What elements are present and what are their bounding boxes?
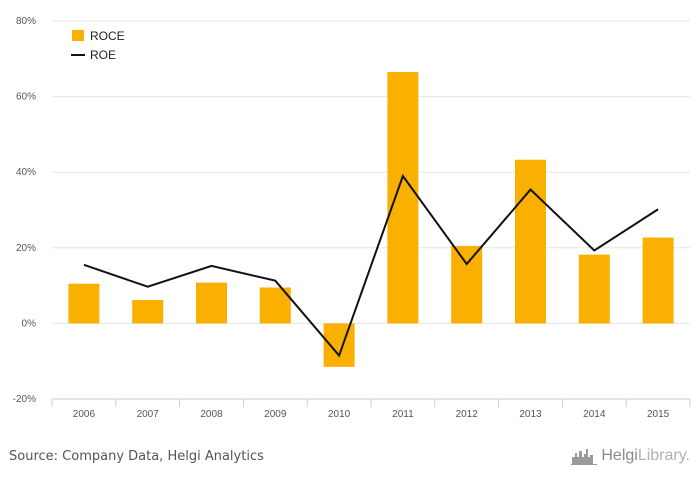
y-tick-label: 40% [16,167,36,178]
x-tick-label: 2012 [456,409,479,420]
y-tick-label: 0% [22,318,37,329]
city-skyline-icon [571,449,598,465]
roce-bar [515,159,546,324]
logo-text-bold: Helgi [601,447,638,464]
roce-bar [578,254,610,324]
x-tick-label: 2007 [137,409,160,420]
roe-series-line [83,173,659,358]
roce-bar [196,282,227,324]
roce-bar [387,72,419,324]
helgi-library-logo: HelgiLibrary. [571,447,690,465]
roce-bar [451,245,483,324]
y-tick-label: -20% [13,394,36,405]
legend-swatch-roce [72,30,84,41]
x-tick-label: 2010 [328,409,351,420]
legend-label-roce: ROCE [90,29,125,43]
x-tick-label: 2011 [392,409,414,420]
grid-lines [52,20,690,400]
roce-bar [642,237,674,324]
logo-text-light: Library. [637,447,690,464]
x-tick-label: 2013 [519,409,542,420]
x-tick-label: 2015 [647,409,670,420]
y-tick-label: 80% [16,16,36,27]
y-tick-label: 20% [16,243,36,254]
roce-bar [68,283,100,324]
y-tick-label: 60% [16,92,36,103]
roce-bars [68,72,674,367]
roce-bar [132,299,164,324]
x-tick-label: 2008 [200,409,223,420]
roce-bar [323,323,355,367]
x-tick-label: 2014 [583,409,606,420]
x-tick-label: 2006 [73,409,96,420]
source-note: Source: Company Data, Helgi Analytics [9,449,264,464]
legend: ROCE ROE [71,29,125,62]
x-tick-label: 2009 [264,409,287,420]
roce-roe-chart: -20%0%20%40%60%80% 2006 2007 2008 2009 2010 2… [13,16,691,420]
x-tick-labels: 2006 2007 2008 2009 2010 2011 2012 2013 2014 2015 [73,409,670,420]
y-tick-labels: -20% 0% 20% 40% 60% 80% [13,16,36,405]
roe-line [83,173,659,358]
legend-label-roe: ROE [90,48,116,62]
x-axis [51,398,691,407]
